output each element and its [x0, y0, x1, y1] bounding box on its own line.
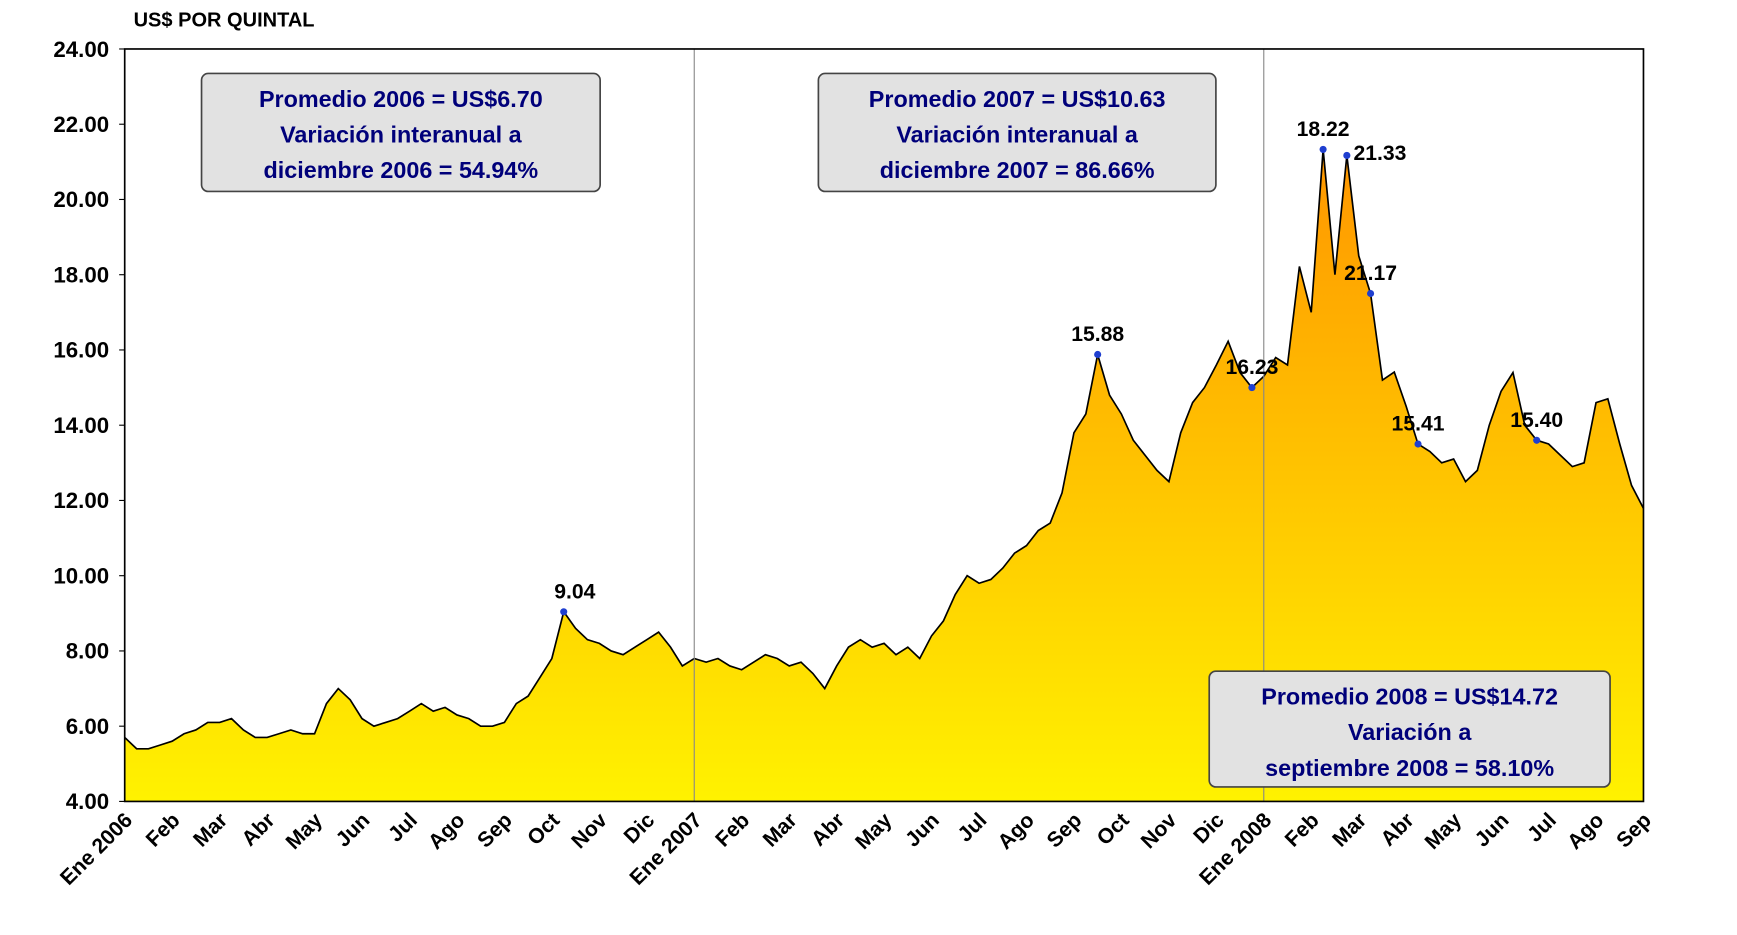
- x-tick-label: Jun: [901, 809, 944, 852]
- data-point: [1343, 151, 1351, 160]
- x-tick-label: Ene 2006: [56, 809, 137, 890]
- data-point: [560, 608, 568, 616]
- annotation-text: Variación a: [1348, 719, 1472, 745]
- x-tick-label: Jun: [332, 809, 375, 852]
- annotation-text: Variación interanual a: [896, 121, 1139, 147]
- y-tick-label: 6.00: [66, 714, 109, 739]
- annotation-box: [200, 72, 601, 193]
- annotation-text: Promedio 2006 = US$6.70: [259, 86, 543, 112]
- value-label: 21.17: [1344, 262, 1397, 285]
- x-tick-label: Abr: [1377, 809, 1419, 851]
- y-tick-label: 22.00: [53, 112, 109, 137]
- value-label: 18.22: [1297, 118, 1350, 141]
- x-tick-label: Ago: [1563, 809, 1608, 854]
- x-tick-label: Abr: [238, 809, 280, 851]
- x-tick-label: May: [851, 809, 897, 855]
- data-point: [1367, 289, 1375, 298]
- x-tick-label: May: [1421, 809, 1467, 855]
- x-tick-label: Sep: [1043, 809, 1087, 853]
- y-tick-label: 4.00: [66, 789, 109, 814]
- y-tick-label: 20.00: [53, 187, 109, 212]
- x-tick-label: Mar: [189, 809, 232, 852]
- x-tick-label: Jul: [384, 809, 422, 847]
- y-tick-label: 10.00: [53, 563, 109, 588]
- x-tick-label: Oct: [523, 809, 564, 850]
- x-tick-label: May: [282, 809, 328, 855]
- x-tick-label: Dic: [1189, 809, 1229, 849]
- value-label: 11.79: [1641, 0, 1693, 5]
- x-tick-label: Ago: [424, 809, 469, 854]
- annotation-text: diciembre 2006 = 54.94%: [263, 157, 538, 183]
- data-point: [1319, 145, 1327, 153]
- x-tick-label: Dic: [620, 809, 660, 849]
- x-tick-label: Ago: [994, 809, 1039, 854]
- x-tick-label: Oct: [1093, 809, 1134, 850]
- y-tick-label: 8.00: [66, 639, 109, 664]
- annotation-text: Promedio 2007 = US$10.63: [869, 86, 1166, 112]
- x-tick-label: Feb: [142, 809, 185, 852]
- x-tick-label: Jul: [1523, 809, 1561, 847]
- annotation-text: Promedio 2008 = US$14.72: [1261, 684, 1558, 710]
- x-tick-label: Jul: [954, 809, 992, 847]
- y-tick-label: 12.00: [53, 488, 109, 513]
- x-tick-label: Nov: [567, 809, 612, 854]
- data-point: [1248, 384, 1256, 392]
- x-tick-label: Sep: [1612, 809, 1656, 853]
- annotation-text: septiembre 2008 = 58.10%: [1265, 755, 1554, 781]
- value-label: 15.88: [1071, 323, 1124, 346]
- x-tick-label: Mar: [1328, 809, 1371, 852]
- value-label: 21.33: [1354, 142, 1407, 165]
- value-label: 9.04: [554, 580, 595, 603]
- x-tick-label: Mar: [759, 809, 802, 852]
- line: [124, 149, 1645, 750]
- data-point: [1414, 440, 1422, 448]
- value-label: 15.40: [1510, 409, 1563, 432]
- x-tick-label: Nov: [1137, 809, 1182, 854]
- y-tick-label: 18.00: [53, 263, 109, 288]
- x-tick-label: Feb: [1281, 809, 1324, 852]
- annotation-text: Variación interanual a: [280, 121, 523, 147]
- x-tick-label: Abr: [807, 809, 849, 851]
- data-point: [1533, 436, 1541, 444]
- annotation-box: [1208, 670, 1611, 788]
- data-point: [1094, 350, 1102, 359]
- annotation-box: [817, 72, 1217, 193]
- x-tick-label: Feb: [711, 809, 754, 852]
- y-tick-label: 14.00: [53, 413, 109, 438]
- y-tick-label: 24.00: [53, 37, 109, 62]
- value-label: 15.41: [1392, 413, 1445, 436]
- x-tick-label: Sep: [473, 809, 517, 853]
- annotation-text: diciembre 2007 = 86.66%: [880, 157, 1155, 183]
- y-tick-label: 16.00: [53, 338, 109, 363]
- y-axis-label: US$ POR QUINTAL: [134, 10, 315, 32]
- value-label: 16.23: [1225, 356, 1278, 379]
- x-tick-label: Jun: [1471, 809, 1514, 852]
